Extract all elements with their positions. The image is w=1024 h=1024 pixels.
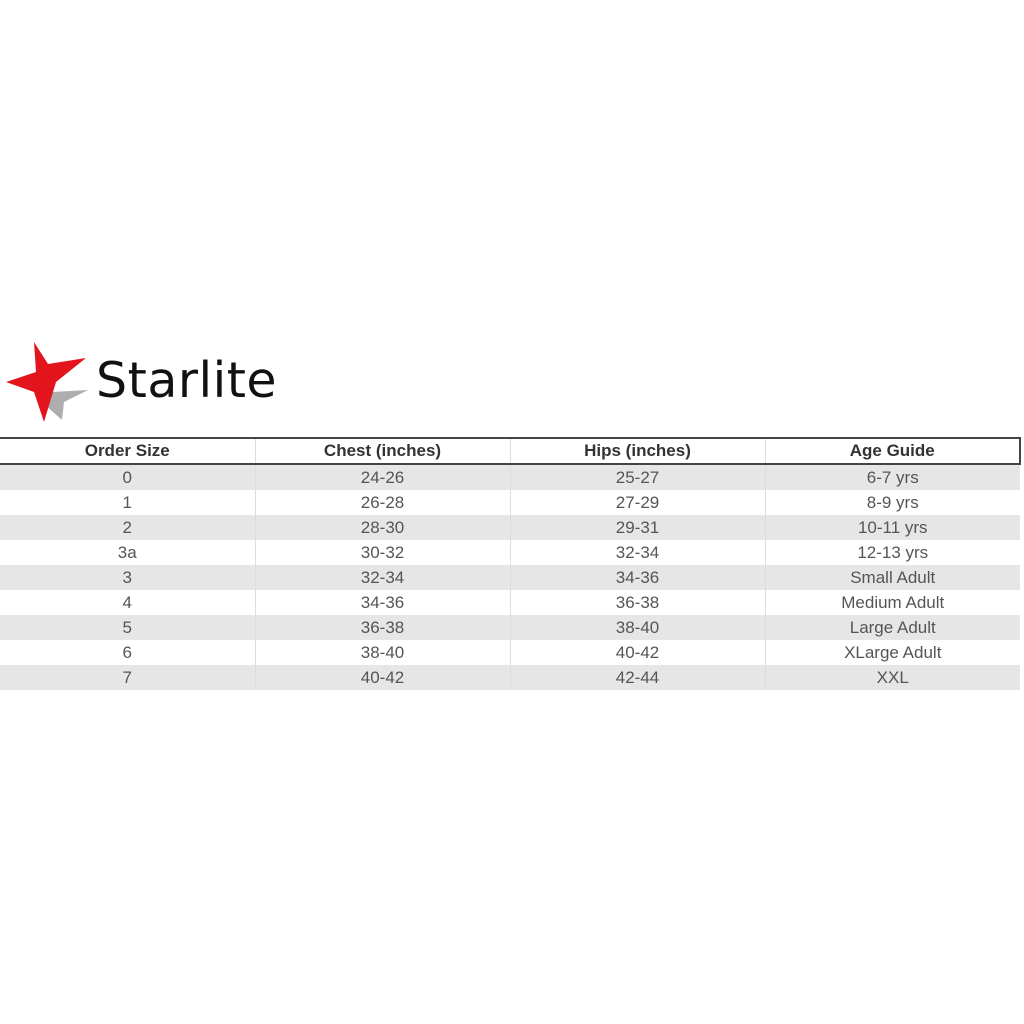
cell-hips: 34-36 (509, 565, 765, 590)
cell-hips: 25-27 (509, 464, 765, 490)
header-hips: Hips (inches) (509, 437, 765, 465)
table-header-row: Order Size Chest (inches) Hips (inches) … (0, 437, 1021, 465)
cell-order-size: 2 (0, 515, 255, 540)
cell-age-guide: Small Adult (764, 565, 1020, 590)
table-row: 0 24-26 25-27 6-7 yrs (0, 464, 1020, 490)
table-row: 4 34-36 36-38 Medium Adult (0, 590, 1020, 615)
table-row: 5 36-38 38-40 Large Adult (0, 615, 1020, 640)
cell-chest: 28-30 (254, 515, 510, 540)
table-row: 6 38-40 40-42 XLarge Adult (0, 640, 1020, 665)
header-chest: Chest (inches) (254, 437, 510, 465)
cell-order-size: 0 (0, 464, 255, 490)
cell-hips: 38-40 (509, 615, 765, 640)
cell-chest: 34-36 (254, 590, 510, 615)
cell-age-guide: Medium Adult (764, 590, 1020, 615)
cell-chest: 24-26 (254, 464, 510, 490)
cell-chest: 32-34 (254, 565, 510, 590)
star-icon (6, 342, 88, 422)
table-row: 3 32-34 34-36 Small Adult (0, 565, 1020, 590)
table-row: 1 26-28 27-29 8-9 yrs (0, 490, 1020, 515)
cell-hips: 42-44 (509, 665, 765, 690)
cell-hips: 29-31 (509, 515, 765, 540)
cell-hips: 32-34 (509, 540, 765, 565)
cell-hips: 40-42 (509, 640, 765, 665)
cell-order-size: 1 (122, 492, 132, 512)
starlite-logo: Starlite (4, 340, 304, 426)
cell-order-size: 3 (0, 565, 255, 590)
size-chart-table: Order Size Chest (inches) Hips (inches) … (0, 437, 1021, 690)
cell-order-size: 7 (0, 665, 255, 690)
cell-chest: 26-28 (254, 490, 510, 515)
cell-order-size: 5 (0, 615, 255, 640)
table-row: 7 40-42 42-44 XXL (0, 665, 1020, 690)
cell-chest: 38-40 (254, 640, 510, 665)
cell-age-guide: 12-13 yrs (764, 540, 1020, 565)
table-row: 2 28-30 29-31 10-11 yrs (0, 515, 1020, 540)
cell-age-guide: Large Adult (764, 615, 1020, 640)
cell-age-guide: XLarge Adult (764, 640, 1020, 665)
cell-age-guide: 6-7 yrs (764, 464, 1020, 490)
cell-hips: 27-29 (509, 490, 765, 515)
cell-chest: 36-38 (254, 615, 510, 640)
brand-name: Starlite (96, 352, 278, 409)
cell-hips: 36-38 (509, 590, 765, 615)
cell-age-guide: XXL (764, 665, 1020, 690)
table-row: 3a 30-32 32-34 12-13 yrs (0, 540, 1020, 565)
cell-chest: 40-42 (254, 665, 510, 690)
cell-age-guide: 10-11 yrs (764, 515, 1020, 540)
cell-order-size: 6 (122, 642, 132, 662)
cell-age-guide: 8-9 yrs (764, 490, 1020, 515)
cell-order-size: 4 (122, 592, 132, 612)
cell-chest: 30-32 (254, 540, 510, 565)
header-order-size: Order Size (0, 437, 255, 465)
cell-order-size: 3a (117, 542, 137, 562)
header-age-guide: Age Guide (764, 437, 1021, 465)
